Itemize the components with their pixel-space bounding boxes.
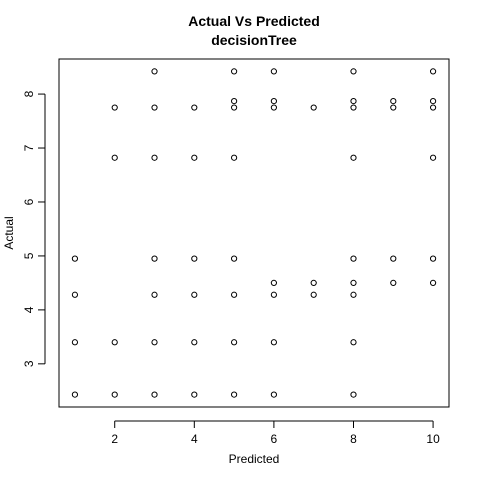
- data-point: [231, 291, 238, 298]
- data-point: [350, 391, 357, 398]
- data-point: [71, 255, 79, 262]
- y-axis: 3 4 5 6 7 8: [22, 90, 46, 367]
- data-point: [191, 391, 198, 398]
- data-point: [191, 291, 198, 298]
- y-tick-label: 6: [22, 198, 36, 205]
- y-tick-label: 8: [22, 90, 36, 97]
- data-point: [231, 255, 238, 262]
- data-point: [191, 104, 198, 111]
- data-point: [310, 291, 317, 298]
- data-point: [151, 291, 158, 298]
- data-point: [429, 255, 437, 262]
- data-point: [429, 68, 437, 75]
- y-tick-label: 7: [22, 144, 36, 151]
- data-point: [151, 104, 158, 111]
- x-tick-label: 10: [426, 432, 440, 446]
- data-point: [71, 339, 79, 346]
- data-point: [151, 154, 158, 161]
- data-point: [270, 104, 277, 111]
- chart-title: Actual Vs Predicted: [188, 13, 320, 29]
- data-point: [310, 279, 317, 287]
- data-point: [350, 68, 357, 75]
- data-point: [151, 68, 158, 75]
- data-points: [71, 68, 437, 398]
- data-point: [429, 154, 437, 161]
- data-point: [71, 291, 79, 298]
- data-point: [270, 68, 277, 75]
- data-point: [270, 391, 277, 398]
- data-point: [390, 255, 397, 262]
- data-point: [429, 97, 437, 105]
- plot-area: [58, 58, 450, 408]
- data-point: [231, 97, 238, 105]
- y-tick-label: 3: [22, 360, 36, 367]
- data-point: [191, 339, 198, 346]
- data-point: [350, 291, 357, 298]
- data-point: [151, 255, 158, 262]
- data-point: [111, 339, 118, 346]
- data-point: [350, 97, 357, 105]
- data-point: [350, 339, 357, 346]
- data-point: [231, 339, 238, 346]
- data-point: [270, 279, 277, 287]
- data-point: [429, 104, 437, 111]
- x-axis-label: Predicted: [229, 452, 280, 466]
- data-point: [350, 154, 357, 161]
- y-axis-label: Actual: [2, 216, 16, 249]
- data-point: [270, 97, 277, 105]
- data-point: [429, 279, 437, 287]
- data-point: [191, 154, 198, 161]
- data-point: [151, 339, 158, 346]
- data-point: [390, 97, 397, 105]
- data-point: [111, 391, 118, 398]
- data-point: [151, 391, 158, 398]
- data-point: [270, 291, 277, 298]
- data-point: [350, 104, 357, 111]
- data-point: [270, 339, 277, 346]
- x-axis: 2 4 6 8 10: [111, 420, 440, 446]
- chart-subtitle: decisionTree: [211, 32, 297, 48]
- data-point: [231, 104, 238, 111]
- data-point: [310, 104, 317, 111]
- data-point: [111, 104, 118, 111]
- x-tick-label: 8: [350, 432, 357, 446]
- x-tick-label: 2: [111, 432, 118, 446]
- data-point: [71, 391, 79, 398]
- x-tick-label: 4: [191, 432, 198, 446]
- data-point: [350, 255, 357, 262]
- data-point: [350, 279, 357, 287]
- y-tick-label: 4: [22, 306, 36, 313]
- data-point: [390, 279, 397, 287]
- data-point: [191, 255, 198, 262]
- x-tick-label: 6: [271, 432, 278, 446]
- data-point: [231, 68, 238, 75]
- data-point: [390, 104, 397, 111]
- data-point: [231, 391, 238, 398]
- data-point: [111, 154, 118, 161]
- y-tick-label: 5: [22, 252, 36, 259]
- data-point: [231, 154, 238, 161]
